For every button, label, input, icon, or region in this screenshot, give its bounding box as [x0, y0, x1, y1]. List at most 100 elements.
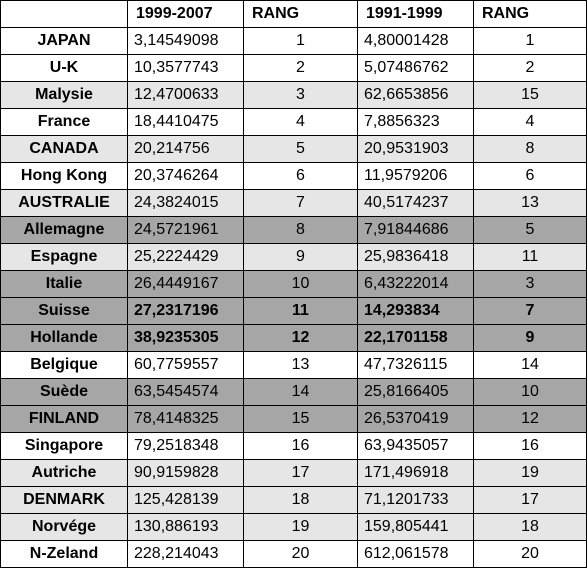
rank-1999-2007-cell: 7: [243, 189, 358, 217]
country-cell: JAPAN: [0, 27, 128, 55]
table-row: Hollande 38,9235305 12 22,1701158 9: [0, 324, 587, 352]
value-1999-2007-cell: 24,3824015: [127, 189, 244, 217]
value-1999-2007-cell: 78,4148325: [127, 405, 244, 433]
rank-1991-1999-cell: 1: [473, 27, 587, 55]
table-row: Hong Kong 20,3746264 6 11,9579206 6: [0, 162, 587, 190]
rank-1999-2007-cell: 8: [243, 216, 358, 244]
value-1991-1999-cell: 47,7326115: [357, 351, 474, 379]
rank-1999-2007-cell: 5: [243, 135, 358, 163]
rank-1999-2007-cell: 9: [243, 243, 358, 271]
value-1999-2007-cell: 25,2224429: [127, 243, 244, 271]
rank-1991-1999-cell: 5: [473, 216, 587, 244]
value-1991-1999-cell: 26,5370419: [357, 405, 474, 433]
header-rank-1: RANG: [243, 0, 358, 28]
value-1999-2007-cell: 90,9159828: [127, 459, 244, 487]
value-1999-2007-cell: 228,214043: [127, 540, 244, 568]
country-cell: Singapore: [0, 432, 128, 460]
rank-1999-2007-cell: 18: [243, 486, 358, 514]
value-1999-2007-cell: 60,7759557: [127, 351, 244, 379]
rank-1999-2007-cell: 4: [243, 108, 358, 136]
value-1991-1999-cell: 5,07486762: [357, 54, 474, 82]
country-cell: Suisse: [0, 297, 128, 325]
rank-1999-2007-cell: 14: [243, 378, 358, 406]
country-cell: Malysie: [0, 81, 128, 109]
rank-1991-1999-cell: 7: [473, 297, 587, 325]
rank-1991-1999-cell: 14: [473, 351, 587, 379]
value-1991-1999-cell: 25,8166405: [357, 378, 474, 406]
rank-1991-1999-cell: 9: [473, 324, 587, 352]
value-1999-2007-cell: 27,2317196: [127, 297, 244, 325]
value-1999-2007-cell: 79,2518348: [127, 432, 244, 460]
value-1991-1999-cell: 22,1701158: [357, 324, 474, 352]
rank-1999-2007-cell: 20: [243, 540, 358, 568]
header-period-1991-1999: 1991-1999: [357, 0, 474, 28]
rank-1991-1999-cell: 2: [473, 54, 587, 82]
table-row: Espagne 25,2224429 9 25,9836418 11: [0, 243, 587, 271]
table-row: JAPAN 3,14549098 1 4,80001428 1: [0, 27, 587, 55]
country-cell: Italie: [0, 270, 128, 298]
rank-1999-2007-cell: 11: [243, 297, 358, 325]
table-row: Suisse 27,2317196 11 14,293834 7: [0, 297, 587, 325]
table-row: Suède 63,5454574 14 25,8166405 10: [0, 378, 587, 406]
rank-1999-2007-cell: 6: [243, 162, 358, 190]
rank-1999-2007-cell: 19: [243, 513, 358, 541]
rank-1999-2007-cell: 12: [243, 324, 358, 352]
table-row: Italie 26,4449167 10 6,43222014 3: [0, 270, 587, 298]
table-row: Norvége 130,886193 19 159,805441 18: [0, 513, 587, 541]
rank-1999-2007-cell: 2: [243, 54, 358, 82]
value-1991-1999-cell: 20,9531903: [357, 135, 474, 163]
country-cell: FINLAND: [0, 405, 128, 433]
table-row: Autriche 90,9159828 17 171,496918 19: [0, 459, 587, 487]
country-cell: Hollande: [0, 324, 128, 352]
table-row: DENMARK 125,428139 18 71,1201733 17: [0, 486, 587, 514]
value-1999-2007-cell: 3,14549098: [127, 27, 244, 55]
value-1991-1999-cell: 7,8856323: [357, 108, 474, 136]
rank-1991-1999-cell: 17: [473, 486, 587, 514]
rank-1991-1999-cell: 4: [473, 108, 587, 136]
country-cell: CANADA: [0, 135, 128, 163]
rank-1991-1999-cell: 19: [473, 459, 587, 487]
country-cell: Allemagne: [0, 216, 128, 244]
country-cell: France: [0, 108, 128, 136]
table-row: Allemagne 24,5721961 8 7,91844686 5: [0, 216, 587, 244]
rank-1999-2007-cell: 10: [243, 270, 358, 298]
value-1999-2007-cell: 63,5454574: [127, 378, 244, 406]
rank-1999-2007-cell: 16: [243, 432, 358, 460]
value-1999-2007-cell: 24,5721961: [127, 216, 244, 244]
header-rank-2: RANG: [473, 0, 587, 28]
value-1999-2007-cell: 26,4449167: [127, 270, 244, 298]
rank-1991-1999-cell: 10: [473, 378, 587, 406]
table-row: CANADA 20,214756 5 20,9531903 8: [0, 135, 587, 163]
country-cell: Espagne: [0, 243, 128, 271]
country-cell: U-K: [0, 54, 128, 82]
rank-1999-2007-cell: 13: [243, 351, 358, 379]
value-1991-1999-cell: 6,43222014: [357, 270, 474, 298]
table-row: FINLAND 78,4148325 15 26,5370419 12: [0, 405, 587, 433]
value-1991-1999-cell: 25,9836418: [357, 243, 474, 271]
value-1991-1999-cell: 71,1201733: [357, 486, 474, 514]
value-1991-1999-cell: 11,9579206: [357, 162, 474, 190]
rank-1991-1999-cell: 20: [473, 540, 587, 568]
table-row: Singapore 79,2518348 16 63,9435057 16: [0, 432, 587, 460]
value-1991-1999-cell: 7,91844686: [357, 216, 474, 244]
country-cell: DENMARK: [0, 486, 128, 514]
country-cell: Autriche: [0, 459, 128, 487]
value-1991-1999-cell: 63,9435057: [357, 432, 474, 460]
rank-1991-1999-cell: 3: [473, 270, 587, 298]
table-row: N-Zeland 228,214043 20 612,061578 20: [0, 540, 587, 568]
value-1991-1999-cell: 4,80001428: [357, 27, 474, 55]
rank-1991-1999-cell: 8: [473, 135, 587, 163]
header-cell-empty: [0, 0, 128, 28]
rank-1991-1999-cell: 11: [473, 243, 587, 271]
rank-1991-1999-cell: 18: [473, 513, 587, 541]
table-row: U-K 10,3577743 2 5,07486762 2: [0, 54, 587, 82]
table-row: Belgique 60,7759557 13 47,7326115 14: [0, 351, 587, 379]
value-1991-1999-cell: 159,805441: [357, 513, 474, 541]
value-1991-1999-cell: 62,6653856: [357, 81, 474, 109]
rank-1999-2007-cell: 3: [243, 81, 358, 109]
table-row: AUSTRALIE 24,3824015 7 40,5174237 13: [0, 189, 587, 217]
country-cell: AUSTRALIE: [0, 189, 128, 217]
rank-1991-1999-cell: 16: [473, 432, 587, 460]
value-1999-2007-cell: 20,214756: [127, 135, 244, 163]
country-cell: N-Zeland: [0, 540, 128, 568]
